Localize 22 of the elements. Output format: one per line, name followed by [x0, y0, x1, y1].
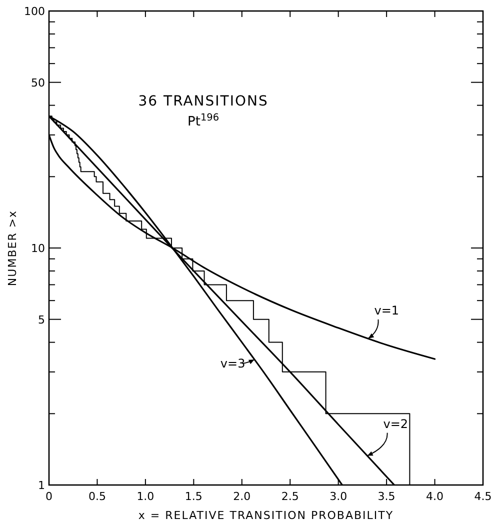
x-tick-label: 3.0 [330, 490, 348, 503]
x-tick-label: 3.5 [378, 490, 396, 503]
legend-label: v=3 [220, 356, 246, 371]
y-tick-label: 5 [38, 313, 45, 326]
y-tick-label: 1 [38, 479, 45, 492]
text: 36 TRANSITIONS [138, 93, 268, 110]
y-tick-label: 100 [24, 5, 45, 18]
x-tick-label: 2.5 [281, 490, 299, 503]
x-tick-label: 0.5 [88, 490, 106, 503]
x-tick-label: 1.5 [184, 490, 202, 503]
x-tick-label: 2.0 [233, 490, 251, 503]
text: Pt$^{196}$ [188, 112, 220, 130]
series-label: v=1 [374, 303, 400, 318]
text: v=2 [383, 416, 408, 431]
x-tick-label: 1.0 [136, 490, 154, 503]
x-axis-title: x = RELATIVE TRANSITION PROBABILITY [138, 509, 394, 522]
y-axis-title: NUMBER >x [6, 210, 19, 286]
x-tick-label: 4.0 [426, 490, 444, 503]
y-tick-label: 10 [31, 242, 45, 255]
x-tick-label: 4.5 [474, 490, 492, 503]
x-tick-label: 0 [46, 490, 52, 503]
y-tick-label: 50 [31, 76, 45, 90]
